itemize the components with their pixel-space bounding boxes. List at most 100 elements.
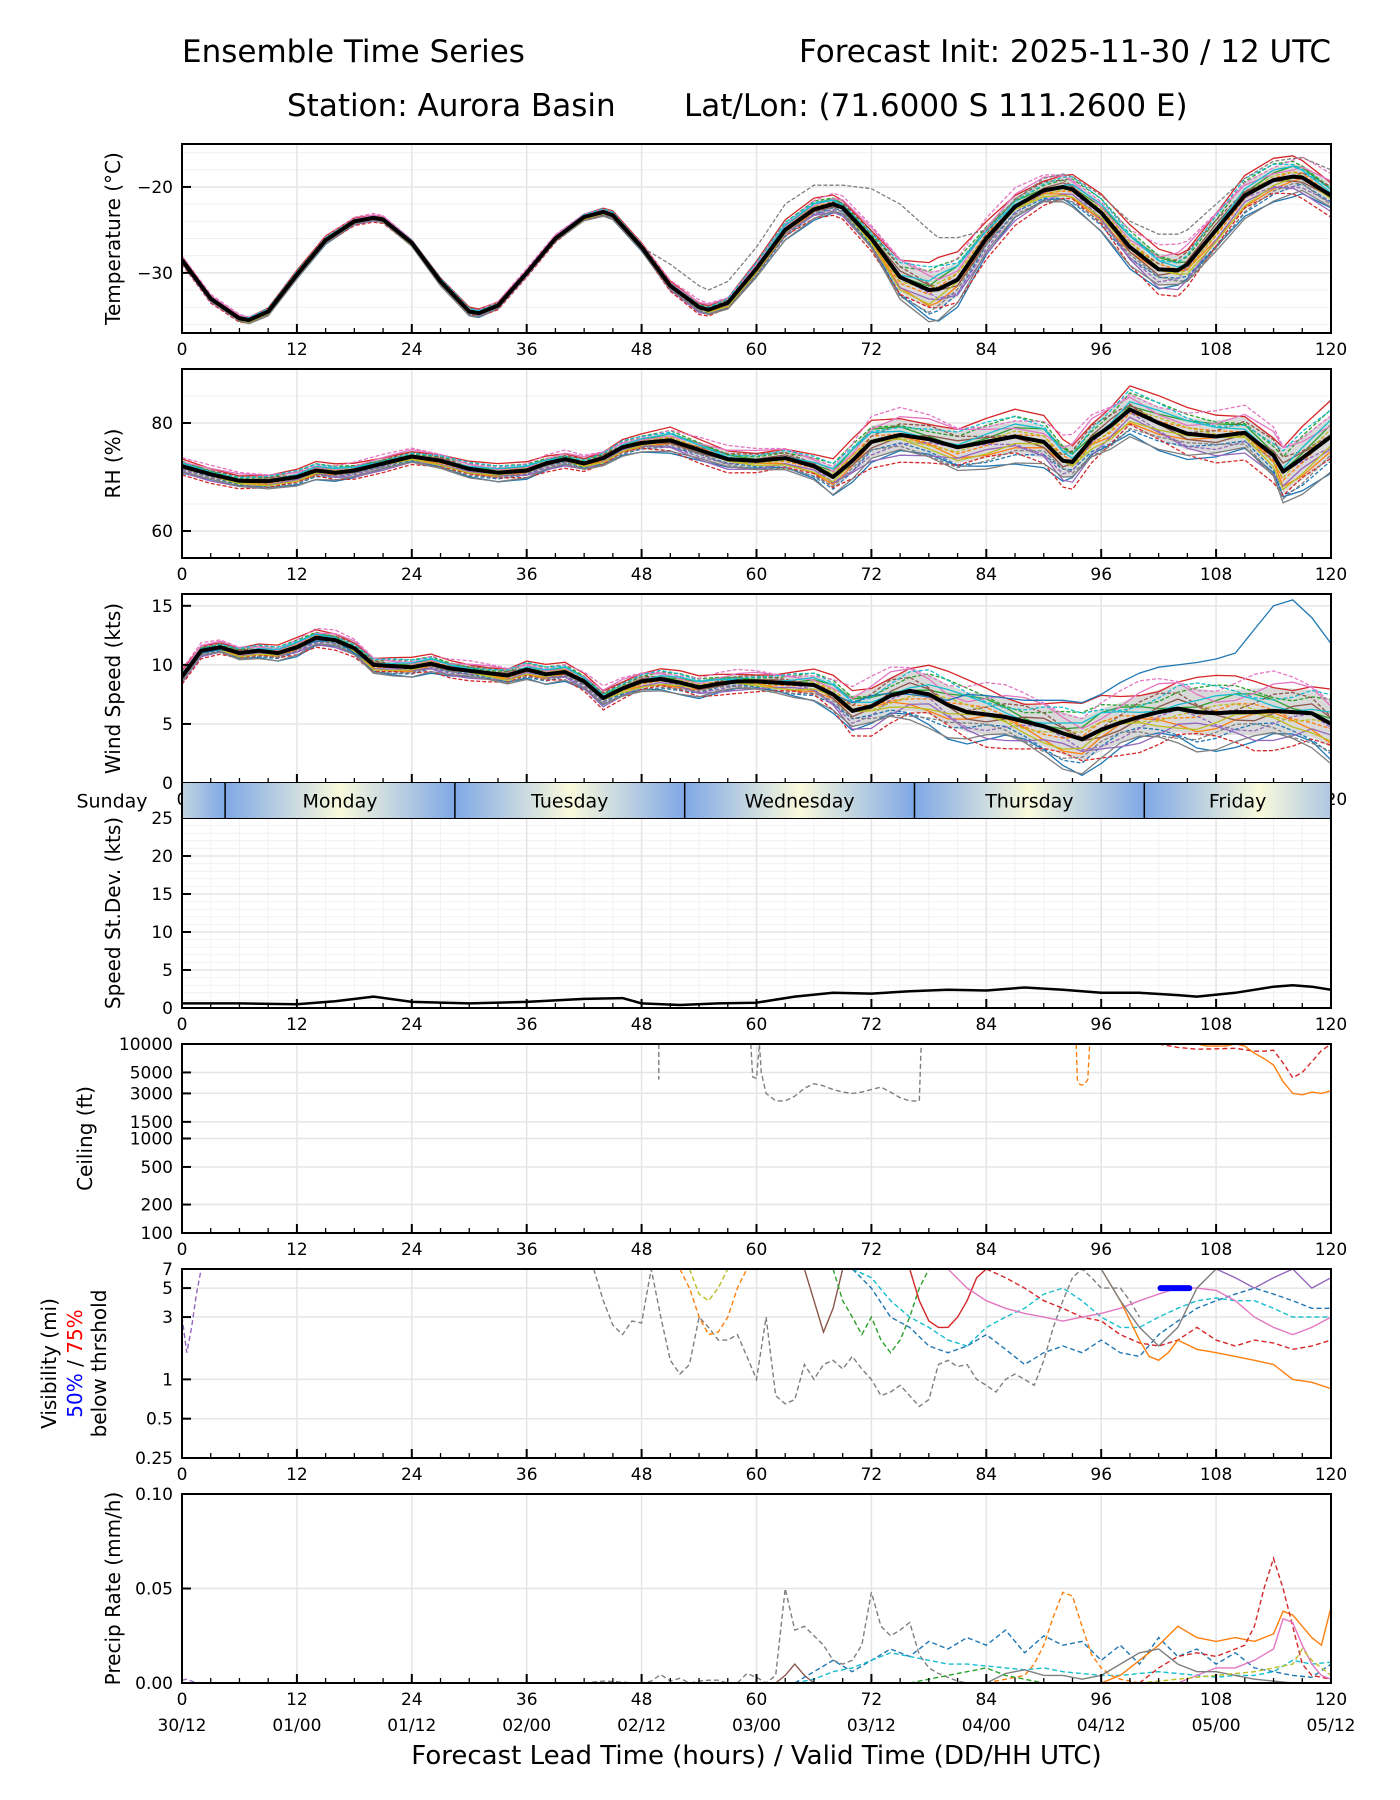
y-tick-label: 1500 (130, 1113, 173, 1133)
member-line (750, 1044, 922, 1102)
x-tick-label: 108 (1200, 340, 1232, 360)
x-tick-label: 12 (286, 1015, 308, 1035)
chart-title: Ensemble Time Series (182, 34, 525, 70)
legend-50pct: 50% (63, 1373, 87, 1417)
valid-time-label: 04/00 (962, 1716, 1011, 1736)
day-segment (225, 783, 455, 818)
latlon-label: Lat/Lon: (71.6000 S 111.2600 E) (684, 88, 1188, 124)
x-axis-label: Forecast Lead Time (hours) / Valid Time … (411, 1741, 1101, 1771)
y-tick-label: 0.10 (135, 1485, 173, 1505)
x-tick-label: 84 (975, 1465, 997, 1485)
valid-time-label: 05/12 (1307, 1716, 1356, 1736)
y-tick-label: 25 (151, 809, 173, 829)
panel-wind_speed: 01224364860728496108120051015Wind Speed … (101, 593, 1347, 810)
x-tick-label: 72 (861, 1465, 883, 1485)
x-tick-label: 108 (1200, 1240, 1232, 1260)
day-label: Wednesday (745, 791, 855, 813)
y-tick-label: 0 (162, 774, 173, 794)
x-tick-label: 24 (401, 340, 423, 360)
member-line (794, 1629, 1331, 1683)
member-line (947, 1269, 1331, 1336)
member-line (182, 639, 1331, 759)
valid-time-label: 30/12 (158, 1716, 207, 1736)
y-tick-label: 0.5 (146, 1410, 173, 1430)
member-line (1196, 1044, 1331, 1096)
member-line (182, 388, 1331, 479)
ensemble-mean-line (182, 174, 1331, 323)
y-axis-label: RH (%) (101, 429, 125, 499)
y-tick-label: 15 (151, 597, 173, 617)
x-tick-label: 96 (1090, 1465, 1112, 1485)
x-tick-label: 108 (1200, 1465, 1232, 1485)
forecast-init-label: Forecast Init: 2025-11-30 / 12 UTC (799, 34, 1331, 70)
member-line (832, 1269, 948, 1354)
member-line (182, 435, 1331, 504)
member-line (182, 632, 1331, 730)
y-tick-label: 5 (162, 715, 173, 735)
member-line (775, 1663, 815, 1683)
y-tick-label: 0 (162, 999, 173, 1019)
x-tick-label: 120 (1315, 1465, 1347, 1485)
day-label: Tuesday (530, 791, 608, 813)
panel-temperature: 0 12 24 36 48 60 72 84 96 108 120 −30 −20 Temperature… (101, 143, 1347, 360)
ensemble-mean-line (182, 407, 1331, 484)
y-tick-label: 0.05 (135, 1580, 173, 1600)
x-tick-label: 72 (861, 340, 883, 360)
member-line (182, 637, 1331, 750)
member-line (794, 1652, 1331, 1683)
y-tick-label: 200 (141, 1196, 173, 1216)
y-tick-label: 3 (162, 1308, 173, 1328)
x-tick-label: 12 (286, 565, 308, 585)
x-tick-label: 36 (516, 565, 538, 585)
member-line (182, 636, 1331, 733)
member-line (1100, 1269, 1217, 1347)
y-tick-label: 0.25 (135, 1449, 173, 1469)
y-axis-label: Speed St.Dev. (kts) (101, 817, 125, 1009)
x-tick-label: 48 (631, 565, 653, 585)
y-tick-label: 500 (141, 1158, 173, 1178)
member-line (909, 1269, 987, 1329)
day-segment (684, 783, 915, 818)
day-label: Monday (302, 791, 377, 813)
valid-time-label: 01/00 (272, 1716, 321, 1736)
x-tick-label: 60 (746, 340, 768, 360)
x-tick-label: 24 (401, 1240, 423, 1260)
y-axis-label: Visibility (mi) (37, 1298, 61, 1429)
member-line (1100, 1607, 1331, 1683)
y-tick-label: 7 (162, 1260, 173, 1280)
member-line (986, 1269, 1331, 1351)
member-line (182, 427, 1331, 500)
panel-precip: 0 12 24 36 48 60 72 84 96 108 120 0.00 0.05 0.10 Preci… (101, 1485, 1347, 1710)
x-tick-label: 120 (1315, 1690, 1347, 1710)
day-segment (1144, 783, 1331, 818)
x-tick-label: 36 (516, 1690, 538, 1710)
x-tick-label: 72 (861, 1240, 883, 1260)
x-tick-label: 24 (401, 565, 423, 585)
member-line (182, 393, 1331, 476)
member-line (182, 631, 1331, 714)
threshold-label: below thrshold (87, 1290, 111, 1438)
x-tick-label: 24 (401, 1015, 423, 1035)
threshold-legend: 50% / 75% (63, 1309, 87, 1417)
x-tick-label: 60 (746, 1240, 768, 1260)
valid-time-label: 02/00 (502, 1716, 551, 1736)
member-line (986, 1591, 1140, 1683)
x-tick-label: 120 (1315, 340, 1347, 360)
x-tick-label: 12 (286, 340, 308, 360)
plot-area (182, 1269, 1331, 1408)
plot-area (182, 599, 1331, 777)
x-tick-label: 36 (516, 1240, 538, 1260)
member-line (679, 1269, 757, 1336)
member-line (852, 1269, 1331, 1347)
x-tick-label: 96 (1090, 1015, 1112, 1035)
legend-sep: / (63, 1354, 87, 1373)
panel-rh: 0 12 24 36 48 60 72 84 96 108 120 60 80 RH (%) (101, 368, 1347, 585)
x-tick-label: 36 (516, 340, 538, 360)
x-tick-label: 72 (861, 565, 883, 585)
y-axis-label: Precip Rate (mm/h) (101, 1492, 125, 1686)
y-tick-label: 60 (151, 522, 173, 542)
station-label: Station: Aurora Basin (287, 88, 616, 124)
x-tick-label: 96 (1090, 565, 1112, 585)
outlier-member-line (182, 157, 1331, 321)
day-segment (454, 783, 685, 818)
